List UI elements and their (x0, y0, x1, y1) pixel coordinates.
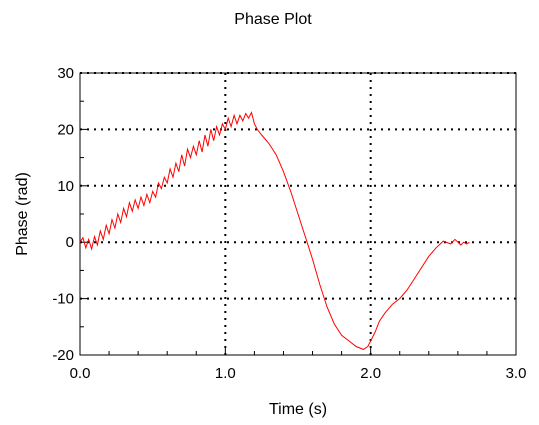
axis-tick-labels: 0.0 1.0 2.0 3.0 -20 -10 0 10 20 30 (52, 65, 526, 382)
x-tick-label: 1.0 (215, 365, 236, 382)
x-tick-label: 0.0 (70, 365, 91, 382)
x-tick-label: 2.0 (360, 365, 381, 382)
y-tick-label: -20 (52, 347, 74, 364)
y-tick-label: 10 (57, 178, 74, 195)
y-tick-label: 20 (57, 121, 74, 138)
x-axis-label: Time (s) (269, 401, 327, 418)
chart-title: Phase Plot (234, 11, 312, 28)
axis-ticks (79, 72, 517, 356)
x-tick-label: 3.0 (506, 365, 527, 382)
y-axis-label: Phase (rad) (14, 172, 31, 256)
y-tick-label: 30 (57, 65, 74, 82)
y-tick-label: -10 (52, 291, 74, 308)
phase-series-line (79, 111, 470, 350)
y-tick-label: 0 (66, 234, 74, 251)
